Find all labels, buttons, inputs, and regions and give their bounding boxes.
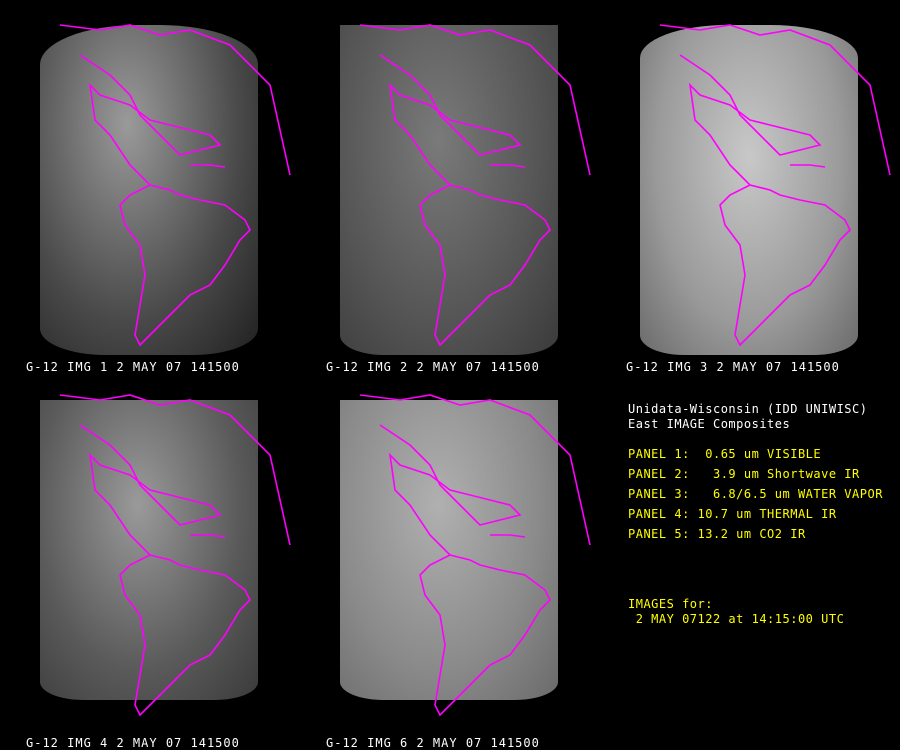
panel-5-label: G-12 IMG 6 2 MAY 07 141500 — [326, 736, 540, 750]
band-panel-2: PANEL 2: 3.9 um Shortwave IR — [628, 467, 860, 481]
coastline-3 — [659, 24, 891, 346]
coastline-2 — [359, 24, 591, 346]
panel-2-label: G-12 IMG 2 2 MAY 07 141500 — [326, 360, 540, 374]
band-panel-3: PANEL 3: 6.8/6.5 um WATER VAPOR — [628, 487, 883, 501]
band-panel-5: PANEL 5: 13.2 um CO2 IR — [628, 527, 806, 541]
info-subtitle: East IMAGE Composites — [628, 417, 791, 431]
panel-3-label: G-12 IMG 3 2 MAY 07 141500 — [626, 360, 840, 374]
panel-4-label: G-12 IMG 4 2 MAY 07 141500 — [26, 736, 240, 750]
coastline-4 — [59, 394, 291, 716]
satellite-image-panel-4 — [40, 400, 258, 700]
satellite-image-panel-5 — [340, 400, 558, 700]
coastline-1 — [59, 24, 291, 346]
satellite-image-panel-1 — [40, 25, 258, 355]
satellite-image-panel-2 — [340, 25, 558, 355]
coastline-5 — [359, 394, 591, 716]
images-for-label: IMAGES for: — [628, 597, 713, 611]
band-panel-1: PANEL 1: 0.65 um VISIBLE — [628, 447, 822, 461]
info-title: Unidata-Wisconsin (IDD UNIWISC) — [628, 402, 868, 416]
image-datetime: 2 MAY 07122 at 14:15:00 UTC — [628, 612, 845, 626]
satellite-image-panel-3 — [640, 25, 858, 355]
panel-1-label: G-12 IMG 1 2 MAY 07 141500 — [26, 360, 240, 374]
band-panel-4: PANEL 4: 10.7 um THERMAL IR — [628, 507, 837, 521]
